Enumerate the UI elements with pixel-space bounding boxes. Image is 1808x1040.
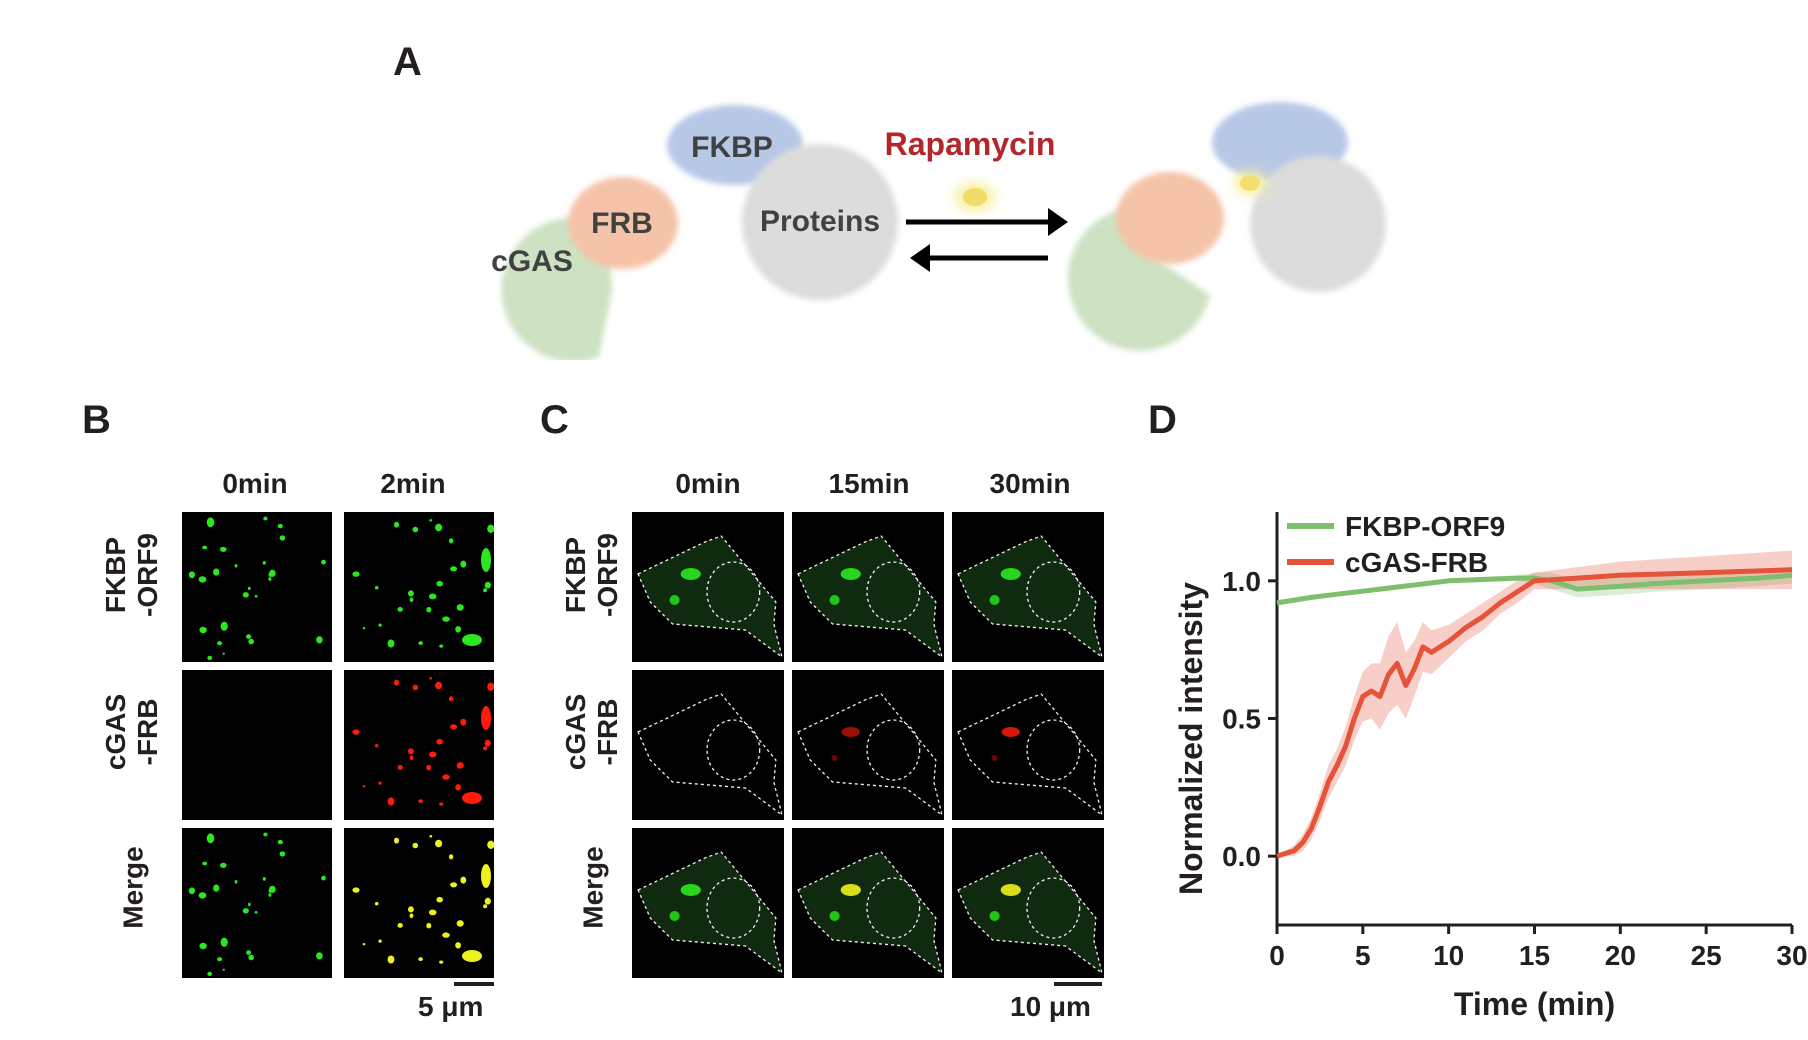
x-axis-label: Time (min) <box>1454 986 1615 1022</box>
y-tick-label: 1.0 <box>1222 566 1261 597</box>
cgas-shape-bound <box>1067 206 1210 351</box>
panel-c-row-1-label: cGAS -FRB <box>560 693 623 771</box>
panel-c-col-1: 15min <box>828 468 910 499</box>
legend-label-1: cGAS-FRB <box>1345 547 1488 578</box>
series-line-0 <box>1276 572 1793 606</box>
panel-b-image-cgas-2min <box>344 670 494 820</box>
panel-c-col-2: 30min <box>989 468 1071 499</box>
panel-c-image-merge-30min <box>952 828 1104 978</box>
panel-c-image-cgas-15min <box>792 670 944 820</box>
frb-ellipse-bound <box>1116 172 1224 264</box>
panel-c-image-fkbp-30min <box>952 512 1104 662</box>
legend-label-0: FKBP-ORF9 <box>1345 511 1505 542</box>
panel-b-letter: B <box>82 398 111 442</box>
panel-b-image-merge-2min <box>344 828 494 978</box>
y-axis-label: Normalized intensity <box>1173 582 1209 895</box>
panel-c-row-2-label: Merge <box>577 846 609 929</box>
panel-b-image-fkbp-2min <box>344 512 494 662</box>
panel-d-chart: 0 5 10 15 20 25 30 0.0 0.5 1.0 Time (min) Normalize… <box>1173 511 1808 1022</box>
proteins-circle-bound <box>1250 156 1386 292</box>
y-tick-label: 0.0 <box>1222 841 1261 872</box>
panel-b-col-0: 0min <box>222 468 288 499</box>
fkbp-label: FKBP <box>691 131 773 164</box>
panel-c-image-merge-0min <box>632 828 784 978</box>
panel-c-letter: C <box>540 398 569 442</box>
x-tick-label: 25 <box>1691 940 1722 971</box>
panel-c-image-cgas-30min <box>952 670 1104 820</box>
panel-c-image-fkbp-0min <box>632 512 784 662</box>
frb-label: FRB <box>591 207 653 240</box>
x-tick-label: 20 <box>1605 940 1636 971</box>
x-tick-label: 10 <box>1433 940 1464 971</box>
panel-c-image-fkbp-15min <box>792 512 944 662</box>
proteins-label: Proteins <box>760 205 880 238</box>
x-tick-label: 5 <box>1355 940 1371 971</box>
equilibrium-arrows <box>906 208 1068 272</box>
rapamycin-label: Rapamycin <box>885 126 1056 162</box>
panel-b-image-fkbp-0min <box>182 512 332 662</box>
series-band-1 <box>1277 550 1792 858</box>
panel-b-col-1: 2min <box>380 468 446 499</box>
panel-b-row-2-label: Merge <box>117 846 149 929</box>
panel-b-row-1-label: cGAS -FRB <box>100 693 163 771</box>
panel-a-letter: A <box>393 40 422 84</box>
x-tick-label: 0 <box>1269 940 1285 971</box>
panel-c-row-0-label: FKBP -ORF9 <box>560 533 623 617</box>
panel-b-row-0-label: FKBP -ORF9 <box>100 533 163 617</box>
frb-ellipse <box>568 177 678 269</box>
x-tick-label: 30 <box>1776 940 1807 971</box>
rapamycin-molecule <box>963 188 987 206</box>
panel-b-image-cgas-0min <box>182 670 332 820</box>
panel-c-image-cgas-0min <box>632 670 784 820</box>
y-tick-label: 0.5 <box>1222 704 1261 735</box>
panel-c-scale-label: 10 μm <box>1010 991 1091 1022</box>
panel-d-letter: D <box>1148 398 1177 442</box>
panel-c-col-0: 0min <box>675 468 741 499</box>
panel-c-scale-bar <box>1054 982 1102 986</box>
panel-b-scale-bar <box>454 982 494 986</box>
panel-b-image-merge-0min <box>182 828 332 978</box>
proteins-circle <box>742 144 898 300</box>
rapamycin-bound <box>1240 175 1260 191</box>
cgas-label: cGAS <box>491 245 573 278</box>
x-tick-label: 15 <box>1519 940 1550 971</box>
panel-c-image-merge-15min <box>792 828 944 978</box>
series-line-1 <box>1276 567 1793 859</box>
panel-a-schematic: FKBP FRB cGAS Proteins Rapamycin <box>491 102 1386 360</box>
panel-b-scale-label: 5 μm <box>418 991 484 1022</box>
